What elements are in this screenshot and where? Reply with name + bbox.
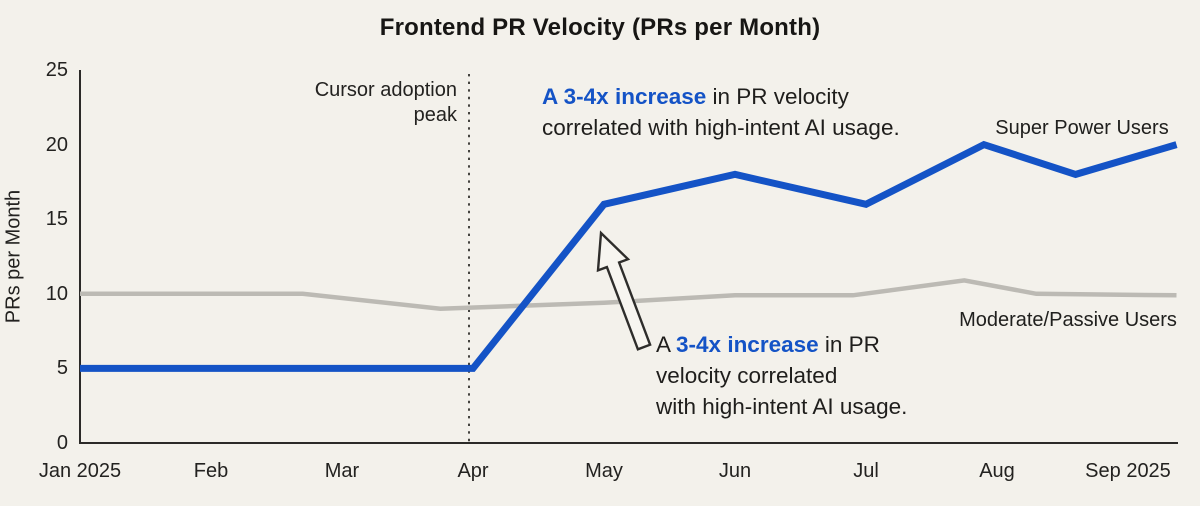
series-lines <box>80 140 1178 372</box>
x-tick-jan-2025: Jan 2025 <box>38 460 122 482</box>
annotation-top: A 3-4x increase in PR velocity correlate… <box>542 81 962 143</box>
y-tick-5: 5 <box>56 357 68 380</box>
x-tick-may: May <box>585 460 623 482</box>
annotation-top-highlight: A 3-4x increase <box>542 84 707 109</box>
y-tick-20: 20 <box>45 133 68 156</box>
y-tick-0: 0 <box>56 432 68 454</box>
y-tick-15: 15 <box>45 208 68 231</box>
y-tick-25: 25 <box>45 59 68 81</box>
x-tick-sep-2025: Sep 2025 <box>1085 460 1171 482</box>
annotation-top-line1: A 3-4x increase in PR velocity <box>542 81 962 112</box>
series-label-super-power-users: Super Power Users <box>995 117 1169 139</box>
annotation-bottom-highlight: 3-4x increase <box>676 332 819 357</box>
increase-arrow-icon <box>596 230 652 351</box>
cursor-adoption-peak-label: Cursor adoption peak <box>315 78 457 128</box>
x-tick-apr: Apr <box>457 460 489 482</box>
x-tick-aug: Aug <box>979 460 1015 482</box>
cursor-adoption-peak-line2: peak <box>413 104 457 126</box>
annotation-bottom-line3: with high-intent AI usage. <box>656 394 908 419</box>
line-moderate-passive-users <box>80 278 1177 311</box>
y-axis-title: PRs per Month <box>2 189 25 324</box>
line-super-power-users <box>80 140 1178 372</box>
annotation-bottom-line2: velocity correlated <box>656 363 838 388</box>
x-tick-jul: Jul <box>853 460 879 482</box>
x-tick-feb: Feb <box>193 460 229 482</box>
axes-lines <box>79 70 1178 444</box>
annotation-bottom-rest: in PR <box>818 332 880 357</box>
y-tick-10: 10 <box>45 282 68 305</box>
cursor-adoption-peak-line1: Cursor adoption <box>314 79 457 101</box>
x-tick-mar: Mar <box>324 460 360 482</box>
x-tick-jun: Jun <box>718 460 752 482</box>
annotation-bottom-prefix: A <box>656 332 677 357</box>
annotation-bottom-line1: A 3-4x increase in PR <box>656 329 956 360</box>
chart-title: Frontend PR Velocity (PRs per Month) <box>379 14 821 41</box>
annotation-top-rest: in PR velocity <box>706 84 849 109</box>
annotation-bottom: A 3-4x increase in PR velocity correlate… <box>656 329 956 422</box>
series-label-moderate-passive-users: Moderate/Passive Users <box>959 309 1177 331</box>
annotation-top-line2: correlated with high-intent AI usage. <box>542 115 900 140</box>
